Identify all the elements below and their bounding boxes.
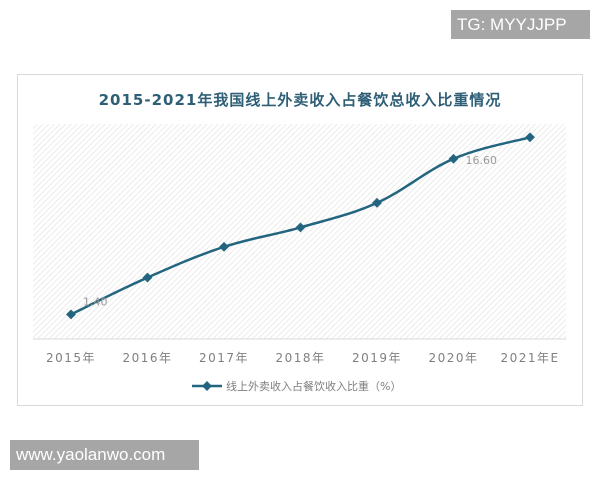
chart-frame: 2015-2021年我国线上外卖收入占餐饮总收入比重情况 2015年 2016年 2… (17, 74, 583, 406)
plot-background (33, 124, 566, 339)
data-labels: 1.40 16.60 (83, 154, 497, 309)
legend-label: 线上外卖收入占餐饮收入比重（%） (226, 380, 402, 393)
x-tick-label: 2019年 (352, 351, 402, 365)
data-point-diamond-icon (66, 309, 76, 320)
data-point-diamond-icon (219, 241, 229, 252)
data-point-diamond-icon (295, 222, 306, 233)
x-tick-label: 2015年 (46, 351, 96, 365)
legend-line-diamond-icon (192, 381, 222, 391)
data-point-diamond-icon (142, 272, 153, 283)
x-tick-label: 2021年E (500, 351, 559, 365)
data-point-diamond-icon (448, 153, 459, 164)
x-tick-label: 2018年 (275, 351, 325, 365)
series-markers (66, 132, 535, 320)
x-axis-labels: 2015年 2016年 2017年 2018年 2019年 2020年 2021年E (46, 351, 559, 365)
plot-area: 2015年 2016年 2017年 2018年 2019年 2020年 2021年E 1.4… (33, 124, 566, 365)
legend: 线上外卖收入占餐饮收入比重（%） (192, 377, 401, 395)
data-label: 1.40 (83, 295, 108, 308)
watermark-top: TG: MYYJJPP (451, 10, 590, 39)
chart-title: 2015-2021年我国线上外卖收入占餐饮总收入比重情况 (98, 91, 502, 109)
x-tick-label: 2017年 (199, 351, 249, 365)
watermark-bottom: www.yaolanwo.com (10, 440, 199, 470)
data-point-diamond-icon (525, 132, 535, 143)
x-tick-label: 2020年 (428, 351, 478, 365)
x-tick-label: 2016年 (122, 351, 172, 365)
data-label: 16.60 (466, 154, 498, 167)
